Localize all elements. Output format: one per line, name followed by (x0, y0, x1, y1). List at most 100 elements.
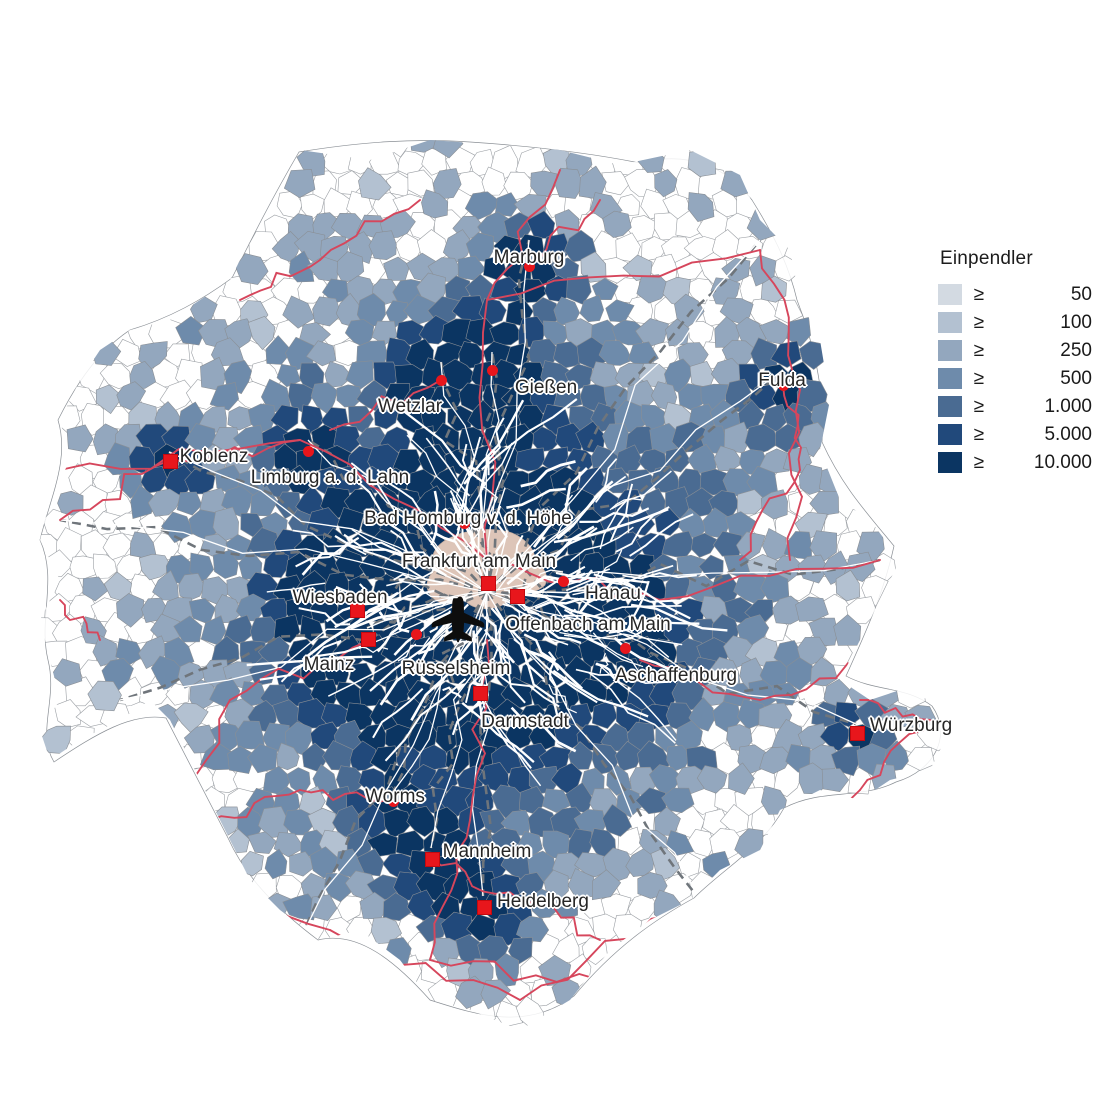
commuter-cell[interactable] (415, 914, 449, 943)
commuter-cell[interactable] (344, 319, 375, 348)
commuter-cell[interactable] (57, 490, 84, 516)
city-marker-frankfurt-am-main[interactable] (480, 575, 496, 591)
commuter-cell[interactable] (324, 361, 353, 388)
commuter-cell[interactable] (835, 569, 861, 602)
commuter-cell[interactable] (286, 767, 311, 797)
city-marker-bad-homburg-v-d-h-he[interactable] (458, 517, 470, 529)
commuter-cell[interactable] (349, 740, 378, 772)
commuter-cell[interactable] (324, 571, 351, 602)
commuter-cell[interactable] (526, 210, 556, 239)
commuter-cell[interactable] (147, 488, 182, 517)
commuter-cell[interactable] (798, 463, 823, 495)
commuter-cell[interactable] (176, 491, 203, 516)
commuter-cell[interactable] (605, 299, 635, 323)
commuter-cell[interactable] (675, 765, 708, 794)
commuter-cell[interactable] (540, 360, 574, 393)
commuter-cell[interactable] (591, 277, 619, 301)
commuter-cell[interactable] (358, 768, 390, 791)
commuter-cell[interactable] (418, 315, 450, 345)
commuter-cell[interactable] (661, 530, 696, 558)
city-marker-limburg-a-d-lahn[interactable] (302, 445, 314, 457)
commuter-cell[interactable] (138, 553, 173, 581)
commuter-cell[interactable] (247, 831, 277, 854)
commuter-cell[interactable] (227, 406, 254, 431)
commuter-cell[interactable] (281, 464, 312, 496)
city-marker-offenbach-am-main[interactable] (509, 588, 525, 604)
commuter-cell[interactable] (283, 809, 313, 836)
commuter-cell[interactable] (82, 576, 109, 602)
commuter-cell[interactable] (553, 384, 583, 409)
commuter-cell[interactable] (273, 832, 305, 858)
commuter-cell[interactable] (188, 598, 216, 625)
commuter-cell[interactable] (760, 785, 787, 815)
commuter-cell[interactable] (264, 848, 288, 880)
commuter-cell[interactable] (368, 230, 397, 261)
commuter-cell[interactable] (795, 596, 829, 622)
city-marker-koblenz[interactable] (162, 453, 178, 469)
commuter-cell[interactable] (273, 614, 301, 644)
commuter-cell[interactable] (833, 614, 862, 646)
commuter-cell[interactable] (480, 979, 512, 1010)
commuter-cell[interactable] (358, 167, 392, 201)
commuter-cell[interactable] (566, 274, 592, 305)
commuter-cell[interactable] (103, 571, 133, 604)
commuter-cell[interactable] (200, 615, 227, 646)
city-marker-hanau[interactable] (557, 575, 569, 587)
city-marker-gie-en[interactable] (486, 364, 498, 376)
commuter-cell[interactable] (370, 917, 402, 945)
commuter-cell[interactable] (356, 293, 386, 328)
commuter-cell[interactable] (567, 741, 595, 770)
commuter-cell[interactable] (466, 913, 497, 942)
commuter-cell[interactable] (276, 742, 300, 771)
commuter-cell[interactable] (733, 572, 768, 606)
commuter-cell[interactable] (760, 275, 787, 303)
commuter-cell[interactable] (591, 869, 622, 901)
commuter-cell[interactable] (247, 315, 276, 351)
commuter-cell[interactable] (606, 764, 632, 796)
commuter-cell[interactable] (728, 762, 755, 795)
commuter-cell[interactable] (758, 702, 793, 729)
commuter-cell[interactable] (489, 321, 524, 346)
city-marker-mannheim[interactable] (424, 851, 440, 867)
commuter-cell[interactable] (395, 830, 429, 858)
commuter-cell[interactable] (440, 829, 474, 857)
commuter-cell[interactable] (333, 424, 362, 454)
commuter-cell[interactable] (116, 593, 145, 628)
commuter-cell[interactable] (161, 511, 195, 543)
commuter-cell[interactable] (282, 893, 317, 921)
city-marker-marburg[interactable] (523, 260, 535, 272)
city-marker-aschaffenburg[interactable] (619, 642, 631, 654)
city-marker-w-rzburg[interactable] (849, 725, 865, 741)
commuter-cell[interactable] (635, 787, 667, 815)
commuter-cell[interactable] (564, 229, 597, 263)
city-marker-darmstadt[interactable] (472, 685, 488, 701)
commuter-cell[interactable] (760, 489, 788, 520)
commuter-cell[interactable] (823, 678, 851, 711)
commuter-cell[interactable] (283, 169, 316, 199)
commuter-cell[interactable] (198, 487, 231, 515)
commuter-cell[interactable] (821, 768, 850, 793)
commuter-cell[interactable] (602, 210, 632, 238)
commuter-cell[interactable] (359, 891, 391, 920)
city-marker-mainz[interactable] (360, 631, 376, 647)
commuter-cell[interactable] (421, 189, 449, 219)
commuter-cell[interactable] (406, 805, 436, 838)
commuter-cell[interactable] (675, 720, 703, 753)
commuter-cell[interactable] (175, 316, 207, 346)
commuter-cell[interactable] (591, 699, 618, 729)
commuter-cell[interactable] (209, 382, 240, 411)
commuter-cell[interactable] (494, 192, 520, 217)
commuter-cell[interactable] (579, 294, 605, 323)
city-marker-wiesbaden[interactable] (349, 602, 365, 618)
commuter-cell[interactable] (759, 746, 792, 775)
commuter-cell[interactable] (223, 614, 255, 645)
city-marker-worms[interactable] (387, 795, 399, 807)
commuter-cell[interactable] (457, 255, 487, 281)
commuter-cell[interactable] (710, 656, 741, 687)
city-marker-heidelberg[interactable] (476, 899, 492, 915)
commuter-cell[interactable] (686, 745, 718, 771)
commuter-cell[interactable] (129, 361, 157, 390)
commuter-cell[interactable] (687, 192, 715, 222)
commuter-cell[interactable] (578, 165, 607, 200)
commuter-cell[interactable] (696, 765, 728, 794)
